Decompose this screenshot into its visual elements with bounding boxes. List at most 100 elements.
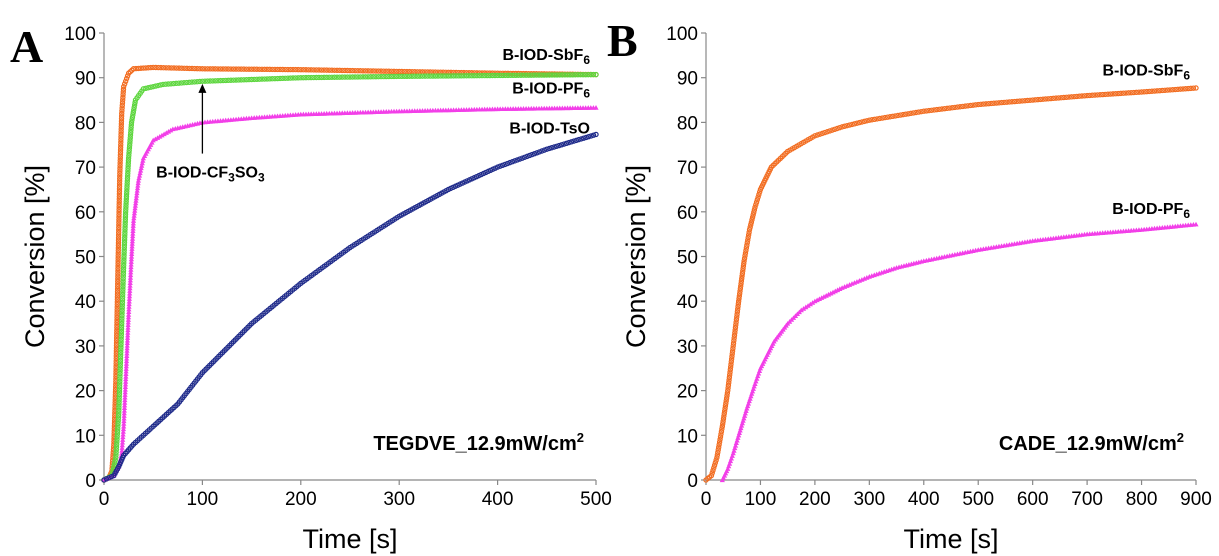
- data-point: [295, 66, 301, 73]
- data-point: [215, 78, 221, 84]
- data-point: [117, 368, 123, 374]
- data-point: [588, 71, 594, 78]
- data-point: [936, 106, 943, 113]
- data-point: [116, 204, 122, 210]
- data-point: [119, 97, 126, 103]
- data-point: [124, 73, 131, 79]
- data-point: [756, 191, 762, 198]
- data-point: [277, 66, 283, 73]
- data-point: [248, 66, 255, 72]
- data-point: [590, 71, 597, 78]
- data-point: [303, 74, 309, 81]
- data-point: [544, 72, 550, 78]
- data-point: [1040, 96, 1046, 102]
- data-point: [323, 67, 330, 73]
- data-point: [120, 437, 126, 442]
- data-point: [1066, 94, 1072, 100]
- x-tick-label: 100: [745, 489, 777, 510]
- data-point: [734, 311, 740, 318]
- data-point: [148, 64, 154, 71]
- data-point: [1006, 99, 1013, 105]
- data-point: [290, 75, 296, 81]
- data-point: [181, 65, 187, 71]
- data-point: [129, 248, 135, 254]
- data-point: [735, 435, 741, 440]
- data-point: [311, 67, 317, 73]
- data-point: [137, 170, 143, 176]
- data-point: [225, 66, 231, 72]
- data-point: [130, 218, 137, 223]
- data-point: [817, 131, 823, 137]
- data-point: [1027, 97, 1033, 103]
- data-point: [254, 76, 260, 82]
- data-point: [725, 385, 731, 391]
- data-point: [128, 127, 134, 133]
- data-point: [1019, 98, 1025, 104]
- data-point: [409, 73, 415, 79]
- data-point: [756, 189, 763, 195]
- data-point: [126, 145, 133, 151]
- data-point: [1099, 91, 1106, 98]
- data-point: [844, 122, 850, 129]
- data-point: [121, 260, 127, 266]
- data-point: [125, 332, 131, 338]
- data-point: [116, 175, 123, 182]
- data-point: [983, 101, 989, 107]
- data-point: [1118, 90, 1124, 97]
- data-point: [300, 67, 307, 73]
- data-point: [115, 250, 121, 256]
- data-point: [728, 358, 735, 365]
- data-point: [479, 72, 485, 79]
- data-point: [122, 234, 128, 241]
- data-point: [157, 82, 164, 88]
- y-tick-label: 30: [75, 337, 96, 358]
- data-point: [115, 240, 122, 246]
- data-point: [126, 152, 132, 159]
- data-point: [287, 75, 294, 81]
- data-point: [962, 103, 968, 109]
- data-point: [957, 104, 963, 110]
- data-point: [846, 122, 853, 128]
- data-point: [124, 340, 130, 346]
- data-point: [223, 77, 229, 84]
- data-point: [717, 434, 724, 440]
- data-point: [520, 72, 527, 78]
- data-point: [125, 170, 131, 177]
- data-point: [745, 400, 752, 406]
- data-point: [871, 116, 878, 123]
- data-point: [313, 74, 320, 81]
- data-point: [116, 222, 122, 228]
- data-point: [731, 335, 737, 341]
- y-tick-label: 90: [75, 69, 96, 90]
- data-point: [114, 296, 121, 303]
- data-point: [111, 428, 117, 434]
- data-point: [119, 439, 126, 445]
- data-point: [111, 423, 118, 429]
- data-point: [1193, 85, 1199, 91]
- data-point: [728, 455, 735, 461]
- data-point: [740, 263, 747, 269]
- data-point: [729, 351, 735, 357]
- data-point: [492, 72, 498, 79]
- data-point: [717, 436, 723, 443]
- data-point: [122, 394, 128, 400]
- data-point: [716, 444, 722, 450]
- data-point: [135, 65, 142, 72]
- data-point: [114, 304, 120, 310]
- data-point: [118, 323, 125, 329]
- data-point: [116, 186, 123, 192]
- data-point: [739, 273, 745, 279]
- data-point: [965, 103, 971, 109]
- data-point: [128, 264, 134, 270]
- data-point: [1011, 98, 1018, 105]
- data-point: [738, 425, 744, 431]
- data-point: [241, 77, 247, 83]
- data-point: [116, 389, 123, 395]
- data-point: [499, 162, 506, 169]
- data-point: [553, 143, 560, 149]
- data-point: [176, 80, 182, 86]
- data-point: [593, 131, 599, 138]
- data-point: [162, 81, 169, 87]
- data-point: [593, 71, 599, 78]
- data-point: [331, 67, 338, 73]
